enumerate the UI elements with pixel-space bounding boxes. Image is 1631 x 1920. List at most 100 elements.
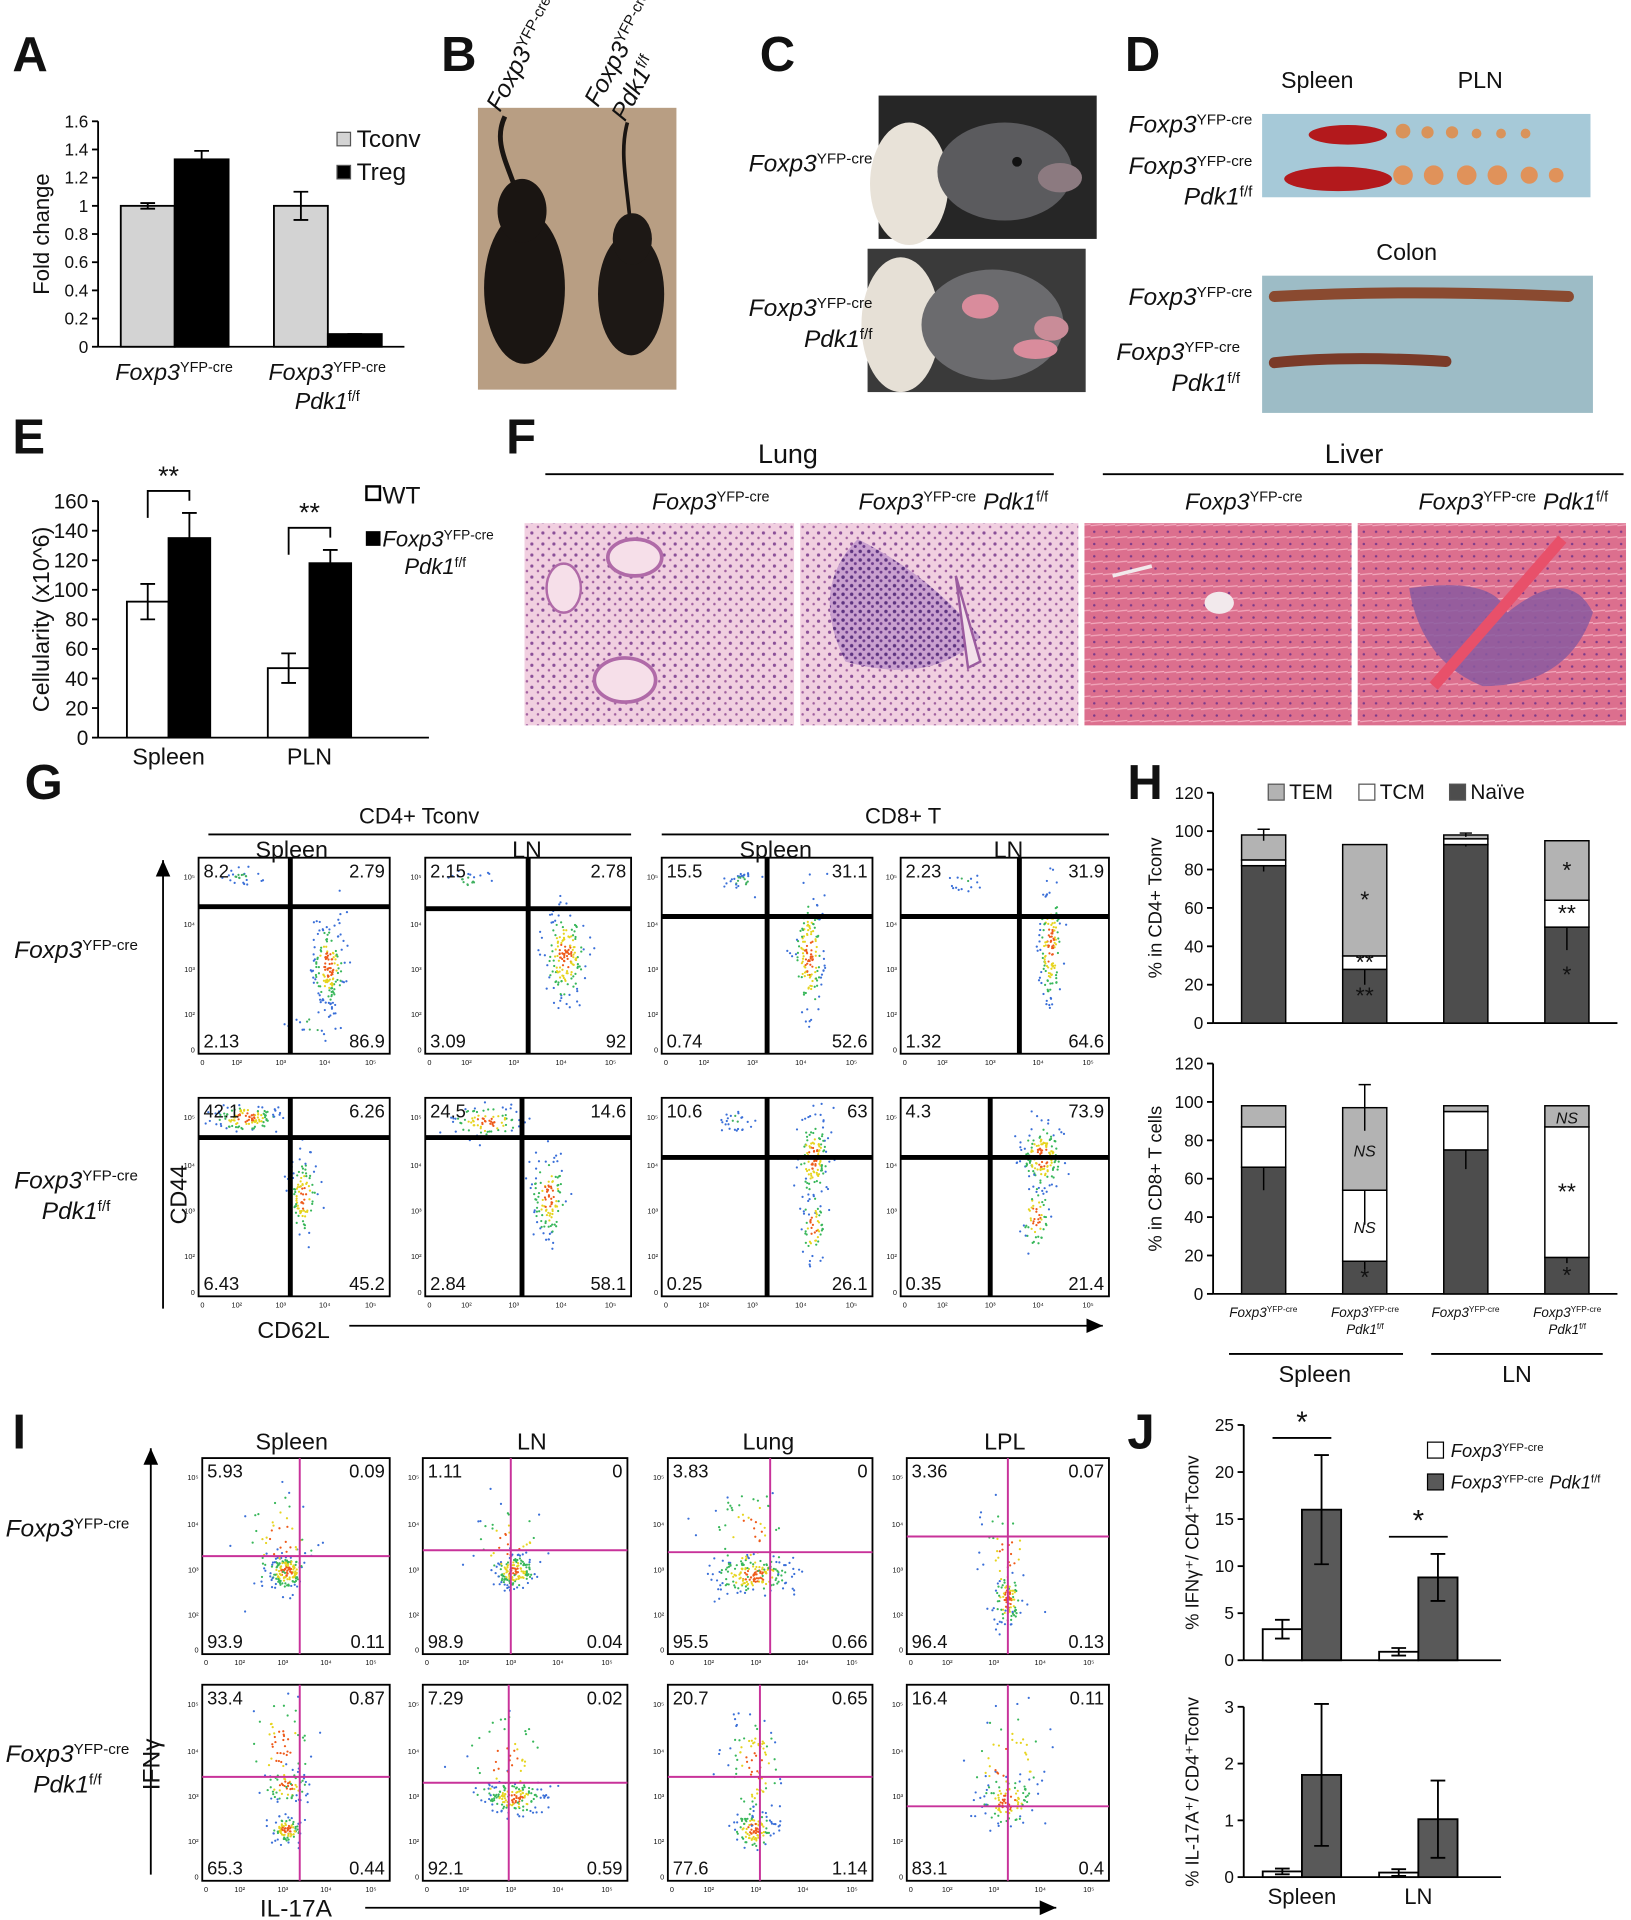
event-dot	[741, 1129, 743, 1131]
event-dot	[741, 1116, 743, 1118]
event-dot	[572, 956, 574, 958]
event-dot	[589, 953, 591, 955]
flow-tick-label: 10²	[461, 1300, 472, 1309]
event-dot	[515, 1787, 517, 1789]
event-dot	[1047, 923, 1049, 925]
event-dot	[1015, 1792, 1017, 1794]
flow-tick-label: 0	[909, 1885, 913, 1894]
event-dot	[484, 1115, 486, 1117]
flow-tick-label: 10⁵	[647, 873, 658, 882]
gene-name: Foxp3	[1451, 1440, 1503, 1461]
event-dot	[292, 1566, 294, 1568]
event-dot	[778, 1561, 780, 1563]
event-dot	[775, 1561, 777, 1563]
event-dot	[755, 1832, 757, 1834]
event-dot	[547, 1212, 549, 1214]
flow-tick-label: 10⁵	[653, 1700, 664, 1709]
flow-tick-label: 10⁴	[1035, 1658, 1046, 1667]
genotype-label: Foxp3YFP-cre	[1229, 1304, 1297, 1320]
event-dot	[814, 1231, 816, 1233]
event-dot	[750, 1745, 752, 1747]
event-dot	[557, 1785, 559, 1787]
event-dot	[812, 1224, 814, 1226]
legend-swatch	[1359, 784, 1375, 800]
event-dot	[771, 1576, 773, 1578]
flow-tick-label: 10⁴	[408, 1520, 419, 1529]
quadrant-value: 1.14	[832, 1858, 868, 1879]
event-dot	[275, 1821, 277, 1823]
label: Lung	[758, 439, 818, 469]
event-dot	[1030, 1219, 1032, 1221]
event-dot	[501, 1579, 503, 1581]
event-dot	[1021, 1600, 1023, 1602]
event-dot	[541, 1204, 543, 1206]
event-dot	[542, 1232, 544, 1234]
event-dot	[273, 1116, 275, 1118]
event-dot	[806, 1008, 808, 1010]
event-dot	[818, 1214, 820, 1216]
event-dot	[539, 954, 541, 956]
event-dot	[580, 950, 582, 952]
event-dot	[327, 974, 329, 976]
flow-tick-label: 10⁴	[555, 1058, 566, 1067]
event-dot	[324, 1009, 326, 1011]
event-dot	[1047, 1122, 1049, 1124]
event-dot	[287, 1816, 289, 1818]
event-dot	[315, 966, 317, 968]
event-dot	[820, 1114, 822, 1116]
significance-label: **	[1356, 983, 1374, 1009]
event-dot	[322, 929, 324, 931]
event-dot	[822, 1119, 824, 1121]
bar-segment	[1444, 1106, 1488, 1112]
event-dot	[553, 1002, 555, 1004]
genotype-label: Foxp3YFP-crePdk1f/f	[1418, 489, 1609, 515]
event-dot	[496, 1803, 498, 1805]
event-dot	[817, 1175, 819, 1177]
legend-swatch	[1450, 784, 1466, 800]
event-dot	[280, 1569, 282, 1571]
event-dot	[304, 1784, 306, 1786]
genotype-text: Foxp3YFP-cre	[1116, 339, 1240, 367]
event-dot	[1001, 1621, 1003, 1623]
event-dot	[973, 1799, 975, 1801]
event-dot	[740, 873, 742, 875]
flow-tick-label: 10⁵	[601, 1658, 612, 1667]
event-dot	[799, 930, 801, 932]
y-tick-label: 100	[54, 579, 89, 602]
event-dot	[327, 954, 329, 956]
column-label: LPL	[984, 1428, 1025, 1454]
event-dot	[998, 1799, 1000, 1801]
event-dot	[289, 1830, 291, 1832]
event-dot	[553, 959, 555, 961]
quadrant-value: 0.11	[1070, 1687, 1104, 1708]
event-dot	[244, 1610, 246, 1612]
event-dot	[253, 1116, 255, 1118]
flow-tick-label: 10³	[505, 1885, 516, 1894]
event-dot	[296, 1786, 298, 1788]
event-dot	[278, 1570, 280, 1572]
event-dot	[568, 994, 570, 996]
event-dot	[812, 1147, 814, 1149]
event-dot	[474, 1107, 476, 1109]
event-dot	[285, 1831, 287, 1833]
event-dot	[1011, 1733, 1013, 1735]
y-tick-label: 2	[1224, 1754, 1234, 1774]
event-dot	[283, 1825, 285, 1827]
event-dot	[732, 1120, 734, 1122]
quadrant-value: 0.13	[1068, 1631, 1104, 1652]
event-dot	[765, 1753, 767, 1755]
event-dot	[747, 1588, 749, 1590]
event-dot	[1020, 1742, 1022, 1744]
event-dot	[269, 1779, 271, 1781]
event-dot	[492, 1722, 494, 1724]
event-dot	[753, 1806, 755, 1808]
event-dot	[994, 1769, 996, 1771]
event-dot	[1051, 1162, 1053, 1164]
event-dot	[1015, 1612, 1017, 1614]
y-tick-label: 1	[79, 196, 89, 216]
flow-tick-label: 10³	[508, 1300, 519, 1309]
event-dot	[535, 1215, 537, 1217]
event-dot	[991, 1609, 993, 1611]
event-dot	[335, 970, 337, 972]
event-dot	[505, 1576, 507, 1578]
